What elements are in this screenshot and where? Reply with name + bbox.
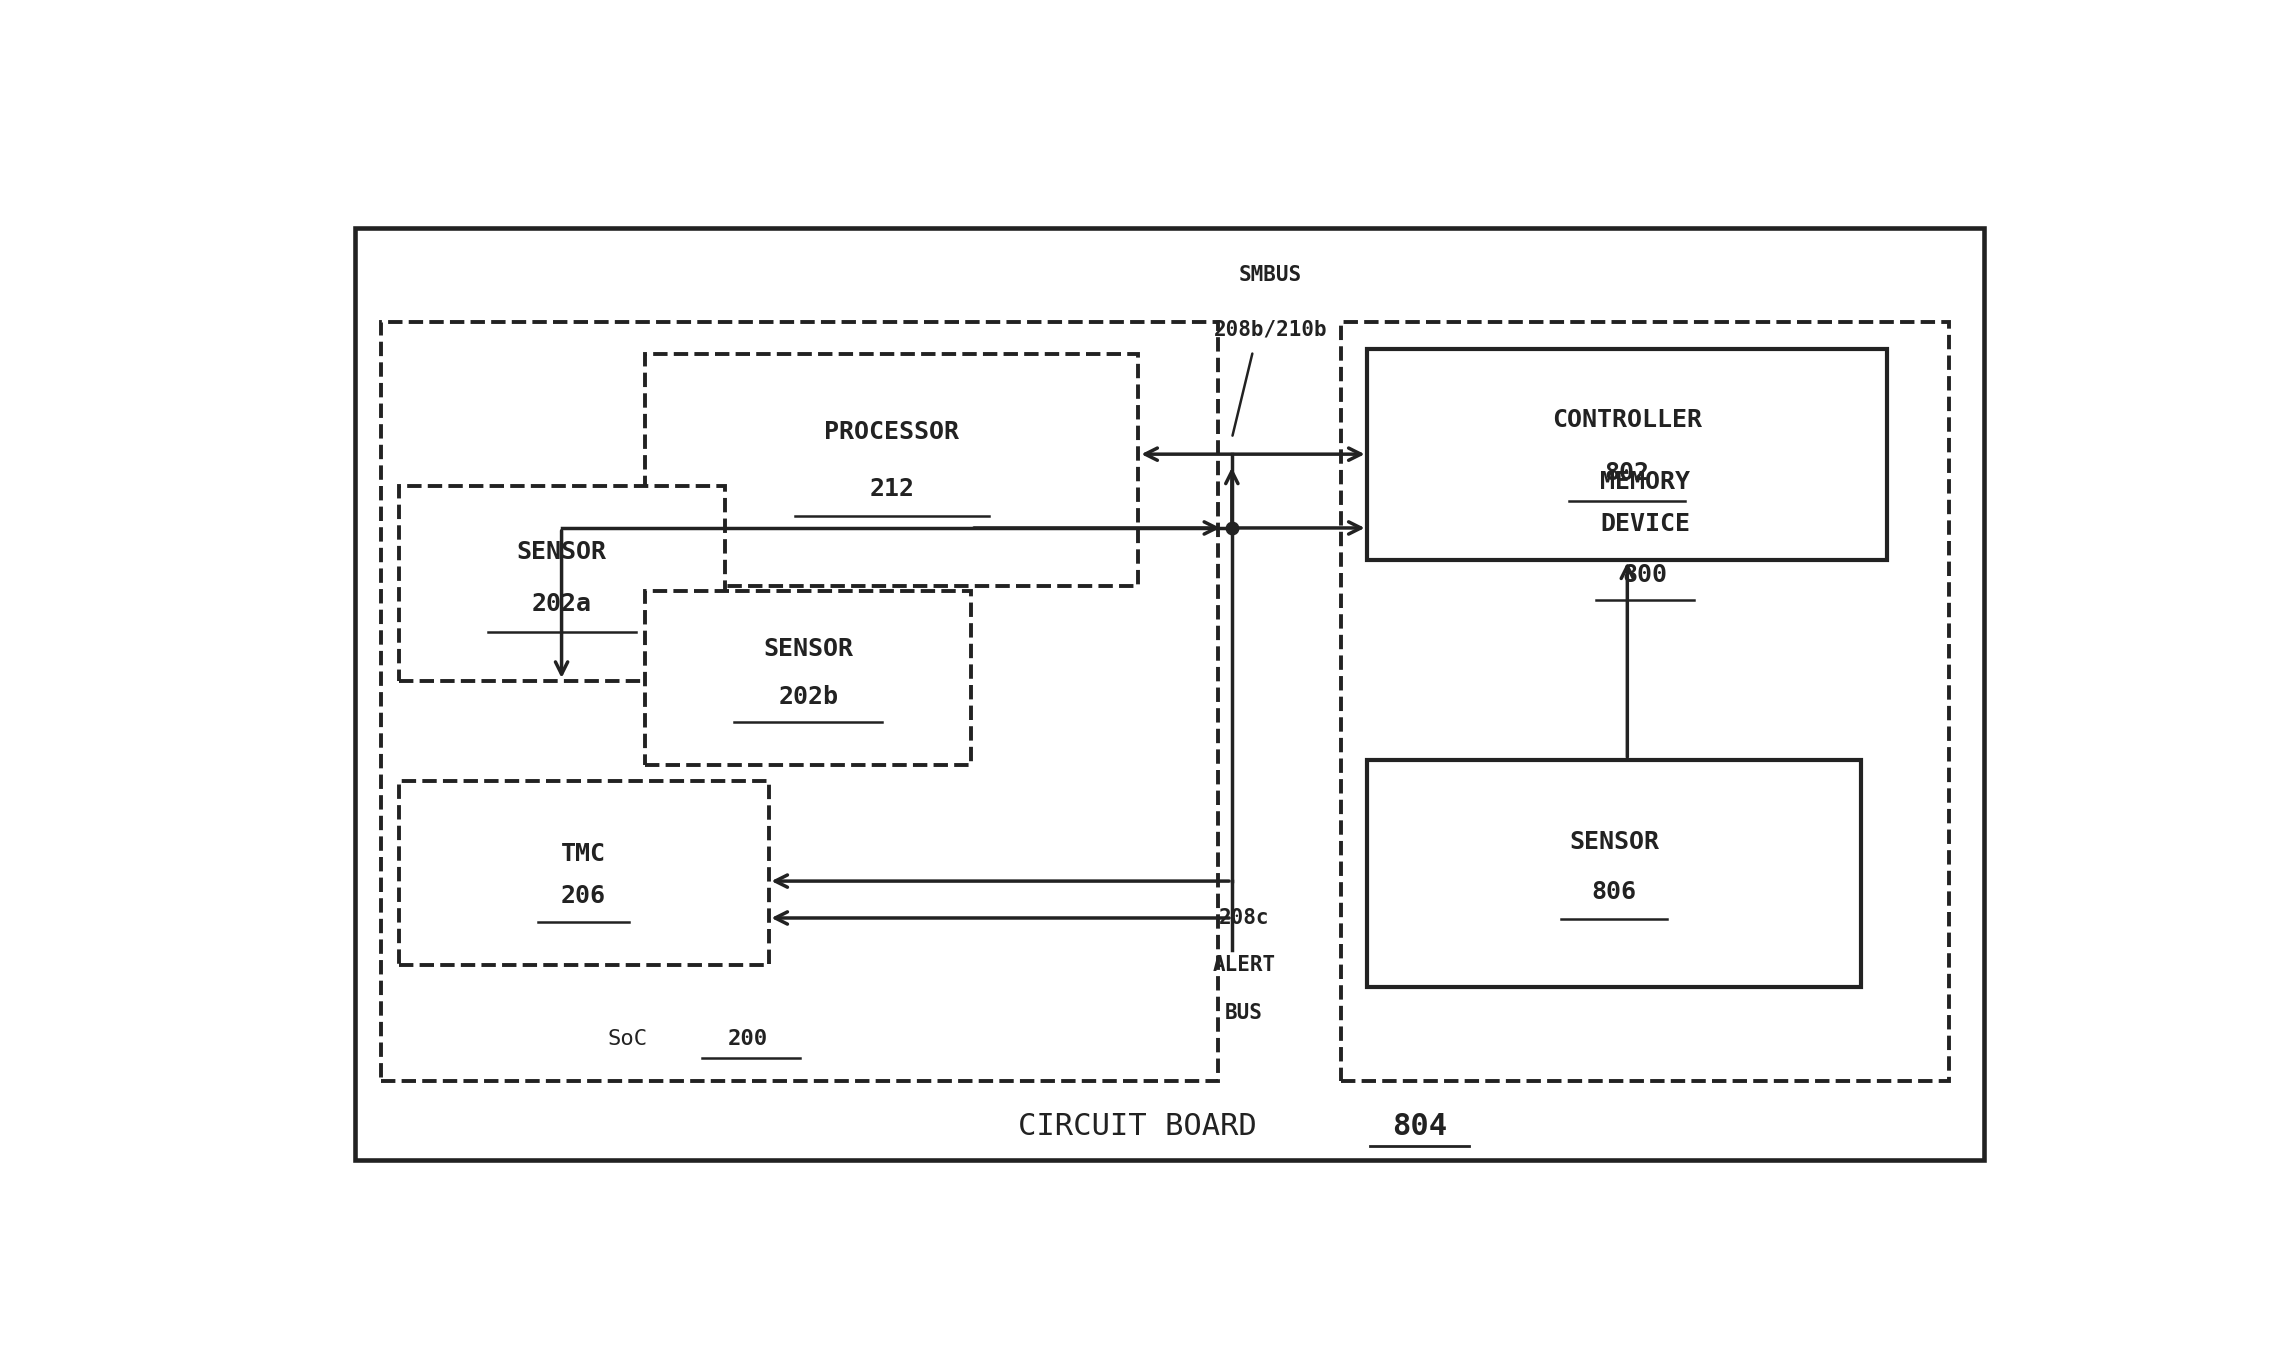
Text: CONTROLLER: CONTROLLER xyxy=(1552,408,1702,433)
Bar xyxy=(1368,349,1887,560)
Text: DEVICE: DEVICE xyxy=(1600,512,1689,537)
Text: SENSOR: SENSOR xyxy=(516,539,607,564)
Text: 202a: 202a xyxy=(532,593,591,616)
Text: 206: 206 xyxy=(561,884,607,909)
Text: ALERT: ALERT xyxy=(1212,956,1275,976)
Text: SENSOR: SENSOR xyxy=(764,637,852,661)
Text: 202b: 202b xyxy=(777,684,839,709)
Bar xyxy=(382,322,1218,1082)
Bar xyxy=(398,486,725,680)
Bar xyxy=(1368,760,1862,987)
Bar xyxy=(1341,322,1948,1082)
Text: 804: 804 xyxy=(1391,1112,1448,1142)
Text: SMBUS: SMBUS xyxy=(1239,266,1302,285)
Bar xyxy=(646,355,1139,586)
Bar xyxy=(398,780,768,965)
Bar xyxy=(355,227,1984,1161)
Text: SoC: SoC xyxy=(607,1029,648,1049)
Text: PROCESSOR: PROCESSOR xyxy=(825,420,959,444)
Text: 800: 800 xyxy=(1623,563,1668,587)
Text: TMC: TMC xyxy=(561,842,607,867)
Text: 208b/210b: 208b/210b xyxy=(1214,320,1327,340)
Text: CIRCUIT BOARD: CIRCUIT BOARD xyxy=(1018,1112,1257,1142)
Text: 806: 806 xyxy=(1591,880,1637,904)
Text: MEMORY: MEMORY xyxy=(1600,470,1689,494)
Text: 802: 802 xyxy=(1605,461,1650,485)
Bar xyxy=(646,591,971,765)
Text: 200: 200 xyxy=(727,1029,768,1049)
Text: 212: 212 xyxy=(868,476,914,501)
Text: BUS: BUS xyxy=(1225,1003,1264,1023)
Text: SENSOR: SENSOR xyxy=(1568,830,1659,853)
Text: 208c: 208c xyxy=(1218,908,1268,928)
